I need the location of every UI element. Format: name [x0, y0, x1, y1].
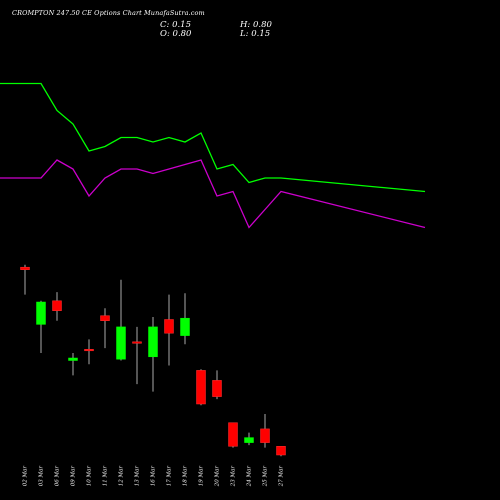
candle-up: [244, 437, 254, 443]
low-value: L: 0.15: [240, 29, 271, 39]
x-tick-label: 03 Mar: [39, 466, 45, 487]
x-tick-label: 27 Mar: [279, 466, 285, 488]
x-tick-label: 17 Mar: [167, 466, 173, 487]
x-tick-label: 06 Mar: [55, 466, 61, 487]
upper-band-line: [0, 82, 426, 193]
open-value: O: 0.80: [160, 29, 192, 39]
x-tick-label: 18 Mar: [183, 466, 189, 487]
candle-down: [228, 422, 238, 447]
candle-down: [260, 428, 270, 443]
lower-band-line: [0, 159, 426, 229]
candle-down: [84, 349, 94, 352]
candle-down: [196, 370, 206, 405]
candle-down: [20, 266, 30, 270]
chart-title: CROMPTON 247.50 CE Options Chart MunafaS…: [12, 9, 205, 17]
x-tick-label: 02 Mar: [23, 466, 29, 487]
candle-up: [180, 317, 190, 336]
close-value: C: 0.15: [160, 20, 191, 30]
candle-down: [100, 315, 110, 321]
candle-up: [148, 326, 158, 358]
x-tick-label: 16 Mar: [151, 466, 157, 487]
candle-down: [52, 300, 62, 311]
candle-down: [164, 319, 174, 334]
x-tick-label: 12 Mar: [119, 466, 125, 487]
x-tick-label: 24 Mar: [247, 466, 253, 488]
candle-up: [116, 326, 126, 360]
candle-down: [276, 446, 286, 456]
x-tick-label: 25 Mar: [263, 466, 269, 488]
x-tick-label: 10 Mar: [87, 466, 93, 487]
x-tick-label: 09 Mar: [71, 466, 77, 487]
x-tick-label: 11 Mar: [103, 466, 109, 487]
x-tick-label: 19 Mar: [199, 466, 205, 487]
x-tick-label: 23 Mar: [231, 466, 237, 488]
x-tick-label: 13 Mar: [135, 466, 141, 487]
candle-up: [68, 357, 78, 361]
candle-down: [132, 341, 142, 344]
x-tick-label: 20 Mar: [215, 466, 221, 488]
candle-up: [36, 301, 46, 325]
candle-down: [212, 380, 222, 397]
high-value: H: 0.80: [240, 20, 272, 30]
